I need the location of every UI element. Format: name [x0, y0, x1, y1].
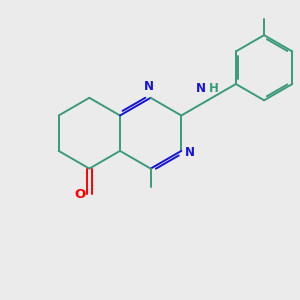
Text: O: O — [74, 188, 86, 201]
Text: N: N — [185, 146, 195, 159]
Text: H: H — [208, 82, 218, 95]
Text: N: N — [144, 80, 154, 93]
Text: N: N — [196, 82, 206, 95]
